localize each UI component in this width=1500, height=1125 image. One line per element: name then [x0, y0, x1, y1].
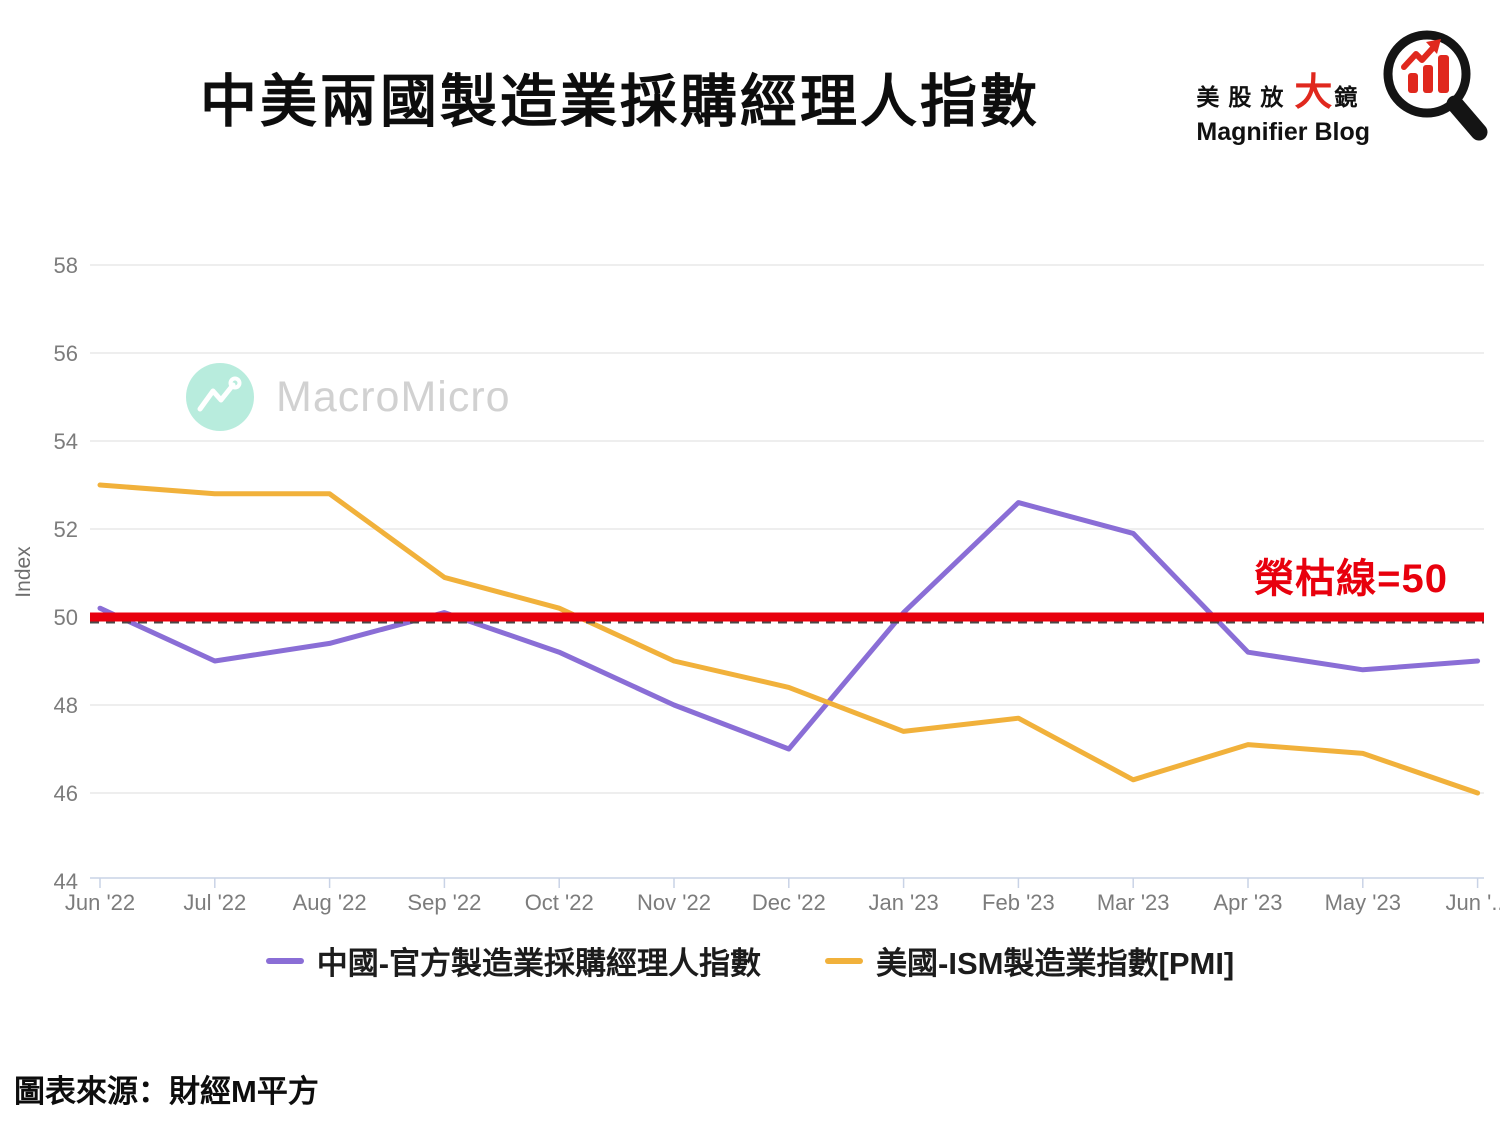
- watermark-text: MacroMicro: [276, 372, 511, 421]
- x-tick-label: Apr '23: [1213, 890, 1282, 915]
- y-tick-label: 56: [54, 341, 78, 366]
- x-tick-label: Oct '22: [525, 890, 594, 915]
- logo-cjk-prefix: 美股放: [1196, 84, 1293, 110]
- legend-label-china: 中國-官方製造業採購經理人指數: [316, 946, 762, 981]
- y-tick-label: 52: [54, 517, 78, 542]
- legend-item-us: 美國-ISM製造業指數[PMI]: [825, 938, 1234, 983]
- legend-label-us: 美國-ISM製造業指數[PMI]: [876, 946, 1235, 981]
- series-line-0: [97, 500, 1481, 752]
- legend-item-china: 中國-官方製造業採購經理人指數: [265, 938, 762, 983]
- x-tick-label: Jun '22: [65, 890, 135, 915]
- macromicro-logo-icon: [186, 363, 254, 431]
- logo-cjk-suffix: 鏡: [1334, 84, 1367, 110]
- y-tick-label: 50: [54, 605, 78, 630]
- chart-legend: 中國-官方製造業採購經理人指數 美國-ISM製造業指數[PMI]: [0, 938, 1500, 983]
- y-tick-label: 46: [54, 781, 78, 806]
- logo-cjk-line: 美股放 大 鏡: [1196, 61, 1370, 116]
- y-axis-title: Index: [12, 546, 35, 598]
- x-tick-label: Dec '22: [752, 890, 826, 915]
- x-tick-label: Jan '23: [868, 890, 938, 915]
- pmi-line-chart: 44 46 48 50 52 54 56 58 Index Jun '22 Jul '22 Aug '…: [12, 253, 1500, 915]
- x-tick-label: Mar '23: [1097, 890, 1170, 915]
- y-tick-label: 54: [54, 429, 78, 454]
- magnifier-chart-icon: [1383, 30, 1488, 141]
- x-tick-label: Sep '22: [407, 890, 481, 915]
- source-note: 圖表來源：財經M平方: [14, 1074, 319, 1109]
- x-tick-label: May '23: [1325, 890, 1401, 915]
- x-tick-label: Feb '23: [982, 890, 1055, 915]
- y-tick-label: 48: [54, 693, 78, 718]
- reference-line-label: 榮枯線=50: [1254, 557, 1448, 601]
- legend-swatch-china: [265, 957, 304, 964]
- logo-subtitle: Magnifier Blog: [1196, 118, 1370, 146]
- x-tick-label: Nov '22: [637, 890, 711, 915]
- site-logo: 美股放 大 鏡 Magnifier Blog: [1196, 24, 1492, 150]
- y-tick-label: 44: [54, 869, 78, 894]
- x-tick-label: Jul '22: [183, 890, 246, 915]
- page-title: 中美兩國製造業採購經理人指數: [200, 70, 1040, 134]
- y-tick-label: 58: [54, 253, 78, 278]
- legend-swatch-us: [825, 957, 864, 964]
- logo-cjk-big: 大: [1294, 72, 1333, 114]
- x-tick-label: Aug '22: [293, 890, 367, 915]
- series-line-1: [97, 482, 1481, 796]
- x-tick-label: Jun '...: [1446, 890, 1500, 915]
- macromicro-watermark: MacroMicro: [186, 363, 511, 431]
- logo-text: 美股放 大 鏡 Magnifier Blog: [1196, 61, 1370, 147]
